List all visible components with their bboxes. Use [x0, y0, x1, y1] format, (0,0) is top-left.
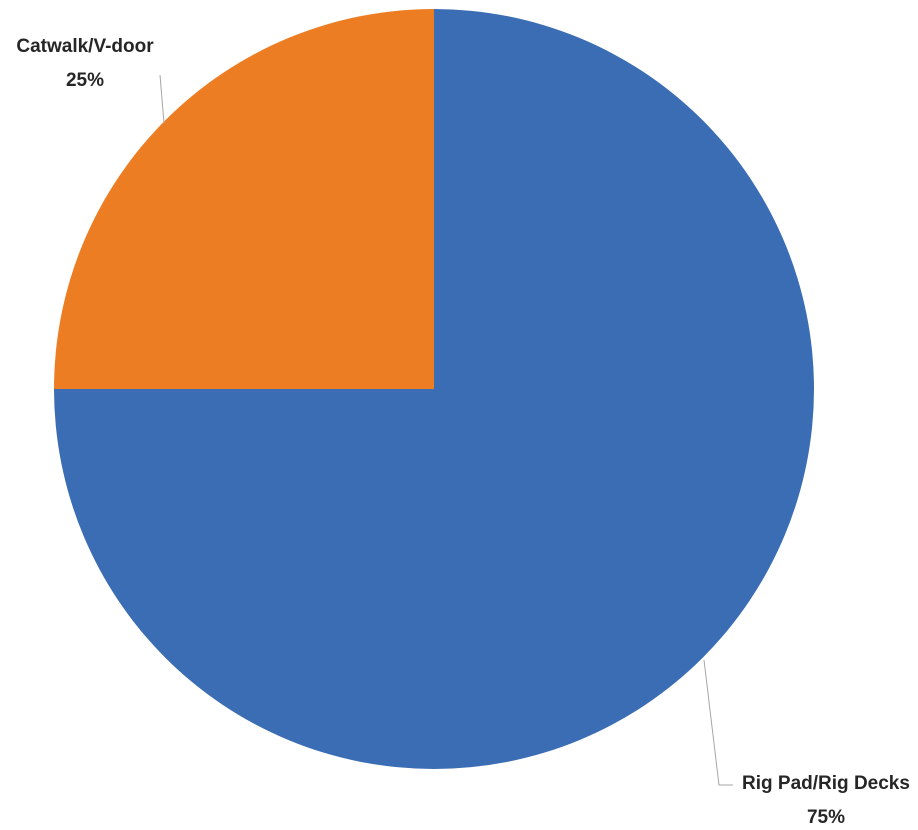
labels-group: Rig Pad/Rig Decks 75% Catwalk/V-door 25% — [16, 36, 910, 828]
slice-category-label: Catwalk/V-door — [16, 36, 154, 57]
pie-slice-catwalk-v-door — [54, 9, 434, 389]
leader-lines-group — [159, 74, 733, 786]
slice-value-label: 75% — [807, 807, 845, 828]
leader-line — [703, 659, 733, 786]
slice-value-label: 25% — [66, 70, 104, 91]
slices-group — [54, 9, 814, 769]
slice-category-label: Rig Pad/Rig Decks — [742, 773, 910, 794]
leader-line — [159, 74, 165, 124]
